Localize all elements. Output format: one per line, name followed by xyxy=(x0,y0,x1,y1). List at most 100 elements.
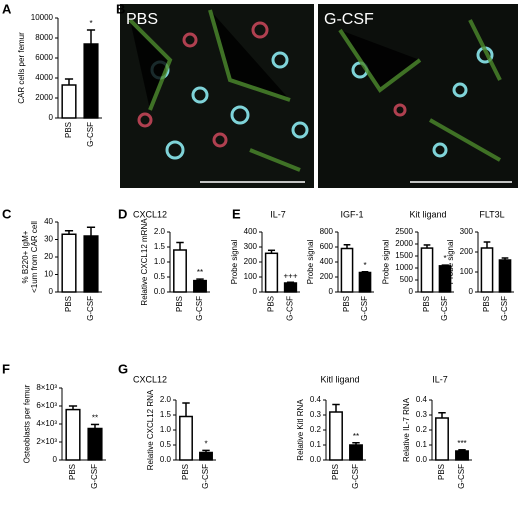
panel-letter: C xyxy=(2,206,12,221)
x-tick-label: G-CSF xyxy=(201,464,210,489)
y-tick-label: 6000 xyxy=(35,53,53,62)
x-tick-label: G-CSF xyxy=(286,296,295,321)
bar xyxy=(349,444,363,461)
panel-letter: B xyxy=(116,1,125,16)
y-tick-label: 400 xyxy=(320,257,334,266)
y-tick-label: 2.0 xyxy=(160,395,172,404)
bar xyxy=(61,84,77,119)
y-tick-label: 0 xyxy=(49,113,54,122)
x-tick-label: G-CSF xyxy=(500,296,509,321)
x-tick-label: G-CSF xyxy=(360,296,369,321)
y-tick-label: 4000 xyxy=(35,73,53,82)
y-tick-label: 0.0 xyxy=(160,455,172,464)
y-tick-label: 0.5 xyxy=(154,272,166,281)
chart-title: IGF-1 xyxy=(340,209,363,219)
y-axis-label: <1um from CAR cell xyxy=(30,221,39,293)
bar xyxy=(455,450,469,461)
x-tick-label: PBS xyxy=(482,296,491,312)
bar xyxy=(87,427,103,461)
y-tick-label: 500 xyxy=(400,275,414,284)
significance: +++ xyxy=(283,271,297,280)
panel-letter: E xyxy=(232,206,241,221)
bar xyxy=(435,417,449,461)
significance: * xyxy=(443,254,446,263)
panel-letter: A xyxy=(2,1,12,16)
y-tick-label: 0.2 xyxy=(416,425,428,434)
bar xyxy=(498,259,512,293)
bar xyxy=(420,247,434,293)
chart-title: FLT3L xyxy=(479,209,504,219)
y-tick-label: 0 xyxy=(253,287,258,296)
x-tick-label: PBS xyxy=(64,122,73,138)
y-axis-label: CAR cells per femur xyxy=(17,32,26,104)
y-axis-label: % B220+ IgM+ xyxy=(21,230,30,283)
y-axis-label: Probe signal xyxy=(306,240,315,285)
significance: * xyxy=(363,261,366,270)
bar xyxy=(358,271,372,293)
x-tick-label: G-CSF xyxy=(351,464,360,489)
bar xyxy=(173,249,187,293)
panel-letter: D xyxy=(118,206,127,221)
y-tick-label: 0.2 xyxy=(310,425,322,434)
x-tick-label: G-CSF xyxy=(195,296,204,321)
y-tick-label: 400 xyxy=(244,227,258,236)
bar xyxy=(264,252,279,293)
cells xyxy=(137,21,494,160)
bar xyxy=(480,247,494,293)
x-tick-label: PBS xyxy=(175,296,184,312)
y-tick-label: 40 xyxy=(44,217,53,226)
y-axis-label: Relative CXCL12 RNA xyxy=(146,389,155,470)
y-axis-label: Probe signal xyxy=(381,240,390,285)
y-tick-label: 0 xyxy=(469,287,474,296)
x-tick-label: G-CSF xyxy=(86,122,95,147)
y-tick-label: 1.5 xyxy=(160,410,172,419)
y-tick-label: 0 xyxy=(329,287,334,296)
significance: ** xyxy=(353,432,359,441)
y-tick-label: 4×10³ xyxy=(36,419,57,428)
y-tick-label: 20 xyxy=(44,252,53,261)
bar xyxy=(179,415,193,461)
micrograph xyxy=(318,4,518,188)
stroma xyxy=(128,9,502,172)
y-tick-label: 300 xyxy=(244,242,258,251)
y-tick-label: 200 xyxy=(320,272,334,281)
y-tick-label: 30 xyxy=(44,235,53,244)
y-tick-label: 1000 xyxy=(395,263,413,272)
y-axis-label: Probe signal xyxy=(230,240,239,285)
y-tick-label: 0.4 xyxy=(416,395,428,404)
x-tick-label: PBS xyxy=(267,296,276,312)
y-tick-label: 200 xyxy=(244,257,258,266)
x-tick-label: PBS xyxy=(437,464,446,480)
bar xyxy=(83,235,99,293)
y-tick-label: 2×10³ xyxy=(36,437,57,446)
y-tick-label: 300 xyxy=(460,227,474,236)
y-tick-label: 0 xyxy=(49,287,54,296)
y-tick-label: 0.0 xyxy=(310,455,322,464)
y-tick-label: 1.0 xyxy=(160,425,172,434)
bar xyxy=(65,408,81,461)
x-tick-label: PBS xyxy=(64,296,73,312)
y-axis-label: Relative CXCL12 mRNA xyxy=(140,218,149,306)
y-tick-label: 100 xyxy=(244,272,258,281)
y-axis-label: Relative IL-7 RNA xyxy=(402,397,411,462)
y-tick-label: 1500 xyxy=(395,251,413,260)
bar xyxy=(340,247,354,293)
y-tick-label: 0.1 xyxy=(416,440,428,449)
y-tick-label: 1.0 xyxy=(154,257,166,266)
panel-letter: G xyxy=(118,361,128,376)
y-tick-label: 1.5 xyxy=(154,242,166,251)
y-axis-label: Relative Kitl RNA xyxy=(296,399,305,461)
panel-letter: F xyxy=(2,361,10,376)
image-label: PBS xyxy=(126,11,158,28)
y-tick-label: 0.3 xyxy=(310,410,322,419)
y-axis-label: Probe signal xyxy=(446,240,455,285)
significance: ** xyxy=(197,268,203,277)
y-tick-label: 10000 xyxy=(31,13,54,22)
chart-title: CXCL12 xyxy=(133,374,167,384)
y-tick-label: 2500 xyxy=(395,227,413,236)
y-tick-label: 0 xyxy=(409,287,414,296)
chart-title: Kit ligand xyxy=(409,209,446,219)
bar xyxy=(83,43,99,119)
bar xyxy=(283,282,298,293)
